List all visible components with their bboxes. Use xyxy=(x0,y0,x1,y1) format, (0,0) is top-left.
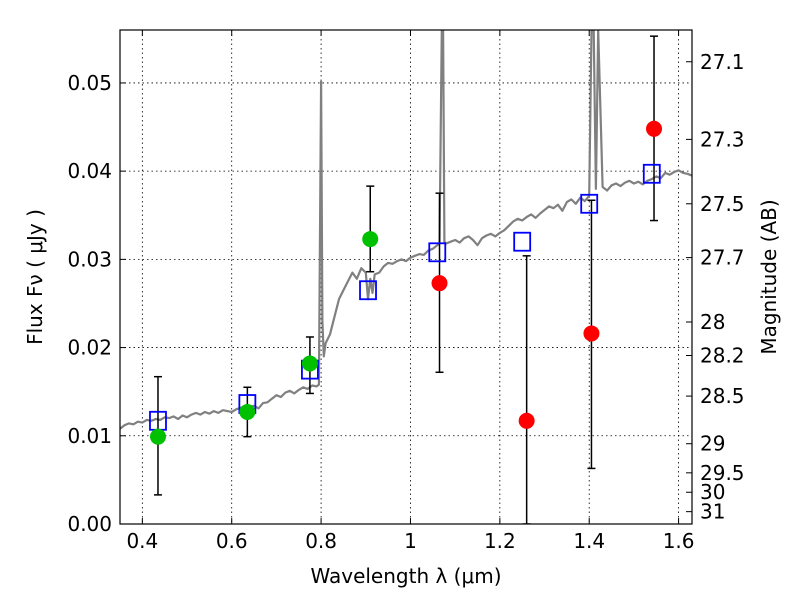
model-square-marker xyxy=(642,163,661,184)
right-tick-label: 30 xyxy=(700,480,725,504)
right-tick-label: 28.5 xyxy=(700,384,745,408)
x-tick-label: 1.6 xyxy=(663,529,695,553)
error-bars xyxy=(153,35,659,524)
template-spectrum xyxy=(120,30,692,430)
detection-point xyxy=(239,403,256,420)
right-tick-label: 29 xyxy=(700,432,725,456)
y-tick-label: 0.04 xyxy=(67,159,112,183)
right-tick-label: 27.7 xyxy=(700,246,745,270)
photometry-markers xyxy=(149,120,663,445)
model-square-marker xyxy=(580,193,599,214)
right-tick-label: 31 xyxy=(700,500,725,524)
model-square-marker xyxy=(428,242,447,263)
non-detection-point xyxy=(646,120,663,137)
right-tick-label: 27.3 xyxy=(700,127,745,151)
non-detection-point xyxy=(431,275,448,292)
y-tick-label: 0.00 xyxy=(67,512,112,536)
y-tick-label: 0.02 xyxy=(67,336,112,360)
x-axis-title: Wavelength λ (μm) xyxy=(310,564,501,588)
x-tick-label: 1 xyxy=(404,529,417,553)
spectrum-line xyxy=(120,30,692,430)
y-tick-label: 0.03 xyxy=(67,247,112,271)
x-tick-label: 0.8 xyxy=(305,529,337,553)
x-tick-label: 0.6 xyxy=(216,529,248,553)
grid-lines xyxy=(120,30,692,525)
detection-point xyxy=(149,428,166,445)
y-tick-label: 0.05 xyxy=(67,71,112,95)
right-tick-label: 27.5 xyxy=(700,192,745,216)
axis-ticks: 0.4 0.6 0.8 1 1.2 1.4 1.6 0.00 0.01 0.02 0.03 0.04 0… xyxy=(67,30,745,553)
right-tick-label: 28.2 xyxy=(700,344,745,368)
y-axis-title: Flux Fν ( μJy ) xyxy=(23,209,47,345)
plot-frame xyxy=(119,29,693,525)
detection-point xyxy=(301,355,318,372)
non-detection-point xyxy=(518,412,535,429)
y-tick-label: 0.01 xyxy=(67,424,112,448)
non-detection-point xyxy=(583,325,600,342)
right-tick-label: 27.1 xyxy=(700,50,745,74)
right-tick-label: 28 xyxy=(700,310,725,334)
x-tick-label: 0.4 xyxy=(126,529,158,553)
right-axis-title: Magnitude (AB) xyxy=(757,199,781,354)
right-tick-label: 29.5 xyxy=(700,461,745,485)
x-tick-label: 1.2 xyxy=(484,529,516,553)
x-tick-label: 1.4 xyxy=(573,529,605,553)
model-square-marker xyxy=(513,231,532,252)
detection-point xyxy=(362,231,379,248)
model-square-marker xyxy=(359,280,377,301)
